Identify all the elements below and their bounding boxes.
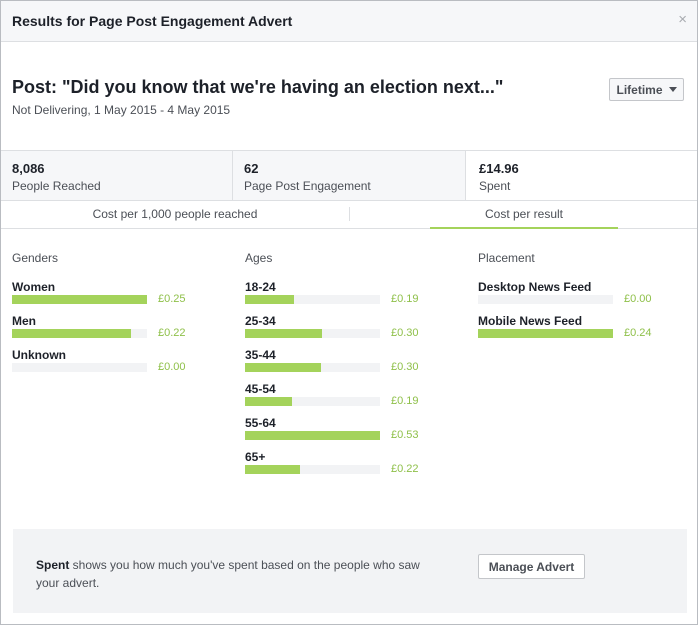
- bar-fill: [245, 329, 322, 338]
- spent-term: Spent: [36, 558, 70, 572]
- ages-row: 55-64 £0.53: [245, 416, 425, 450]
- cost-tabs: Cost per 1,000 people reached Cost per r…: [1, 200, 697, 229]
- date-range-label: Lifetime: [616, 82, 663, 97]
- ages-row: 25-34 £0.30: [245, 314, 425, 348]
- bar-track: [12, 295, 147, 304]
- bar-fill: [478, 329, 613, 338]
- bar-label: 35-44: [245, 348, 276, 362]
- dialog-header: Results for Page Post Engagement Advert …: [1, 1, 697, 42]
- post-status-dates: Not Delivering, 1 May 2015 - 4 May 2015: [12, 103, 231, 117]
- bar-label: 18-24: [245, 280, 276, 294]
- ages-row: 65+ £0.22: [245, 450, 425, 484]
- bar-label: Women: [12, 280, 56, 294]
- date-range-dropdown[interactable]: Lifetime: [609, 78, 684, 101]
- chevron-down-icon: [668, 87, 677, 92]
- bar-label: 45-54: [245, 382, 276, 396]
- stat-value: 8,086: [12, 161, 45, 176]
- ages-section: Ages 18-24 £0.19 25-34 £0.30 35-44 £0.30 45-54…: [245, 251, 419, 475]
- bar-label: Men: [12, 314, 36, 328]
- bar-value: £0.19: [391, 293, 419, 305]
- bar-track: [245, 363, 380, 372]
- dialog-title: Results for Page Post Engagement Advert: [12, 13, 293, 29]
- tab-divider: [349, 207, 350, 221]
- bar-fill: [12, 329, 131, 338]
- bar-value: £0.30: [391, 327, 419, 339]
- bar-label: Mobile News Feed: [478, 314, 583, 328]
- bar-value: £0.22: [391, 463, 419, 475]
- genders-row: Women £0.25: [12, 280, 192, 314]
- bar-fill: [245, 397, 292, 406]
- spent-description: shows you how much you've spent based on…: [36, 558, 420, 590]
- bar-value: £0.24: [624, 327, 652, 339]
- stat-spent[interactable]: £14.96 Spent: [466, 151, 697, 200]
- bar-label: Desktop News Feed: [478, 280, 592, 294]
- tab-cost-per-result[interactable]: Cost per result: [430, 200, 618, 229]
- placement-section: Placement Desktop News Feed £0.00 Mobile N…: [478, 251, 652, 339]
- bar-track: [478, 329, 613, 338]
- spent-explanation: Spent shows you how much you've spent ba…: [36, 556, 426, 592]
- bar-value: £0.19: [391, 395, 419, 407]
- spent-info-panel: Spent shows you how much you've spent ba…: [13, 529, 687, 613]
- ages-row: 18-24 £0.19: [245, 280, 425, 314]
- bar-label: 65+: [245, 450, 266, 464]
- close-icon[interactable]: ×: [678, 11, 687, 28]
- stat-people-reached[interactable]: 8,086 People Reached: [1, 151, 233, 200]
- genders-section: Genders Women £0.25 Men £0.22 Unknown £0.00: [12, 251, 186, 373]
- bar-value: £0.00: [158, 361, 186, 373]
- bar-fill: [245, 465, 300, 474]
- genders-row: Unknown £0.00: [12, 348, 192, 382]
- bar-label: 25-34: [245, 314, 276, 328]
- post-title: Post: "Did you know that we're having an…: [12, 77, 504, 97]
- bar-track: [245, 329, 380, 338]
- stat-label: Page Post Engagement: [244, 179, 371, 193]
- bar-fill: [245, 363, 321, 372]
- genders-title: Genders: [12, 251, 59, 265]
- bar-label: 55-64: [245, 416, 276, 430]
- bar-value: £0.53: [391, 429, 419, 441]
- stat-value: £14.96: [479, 161, 519, 176]
- bar-track: [245, 397, 380, 406]
- bar-value: £0.30: [391, 361, 419, 373]
- bar-track: [245, 295, 380, 304]
- bar-fill: [245, 295, 294, 304]
- ages-row: 35-44 £0.30: [245, 348, 425, 382]
- placement-row: Desktop News Feed £0.00: [478, 280, 658, 314]
- bar-label: Unknown: [12, 348, 66, 362]
- bar-track: [12, 329, 147, 338]
- bar-track: [12, 363, 147, 372]
- bar-value: £0.22: [158, 327, 186, 339]
- stat-page-post-engagement[interactable]: 62 Page Post Engagement: [233, 151, 466, 200]
- bar-track: [245, 431, 380, 440]
- placement-row: Mobile News Feed £0.24: [478, 314, 658, 348]
- placement-title: Placement: [478, 251, 535, 265]
- ages-row: 45-54 £0.19: [245, 382, 425, 416]
- bar-fill: [245, 431, 380, 440]
- stat-label: Spent: [479, 179, 511, 193]
- bar-track: [245, 465, 380, 474]
- manage-advert-button[interactable]: Manage Advert: [478, 554, 585, 579]
- bar-track: [478, 295, 613, 304]
- bar-fill: [12, 295, 147, 304]
- ages-title: Ages: [245, 251, 273, 265]
- bar-value: £0.00: [624, 293, 652, 305]
- stats-summary: 8,086 People Reached 62 Page Post Engage…: [1, 150, 697, 201]
- stat-value: 62: [244, 161, 259, 176]
- bar-value: £0.25: [158, 293, 186, 305]
- genders-row: Men £0.22: [12, 314, 192, 348]
- tab-cost-per-1000-reached[interactable]: Cost per 1,000 people reached: [92, 207, 258, 221]
- stat-label: People Reached: [12, 179, 101, 193]
